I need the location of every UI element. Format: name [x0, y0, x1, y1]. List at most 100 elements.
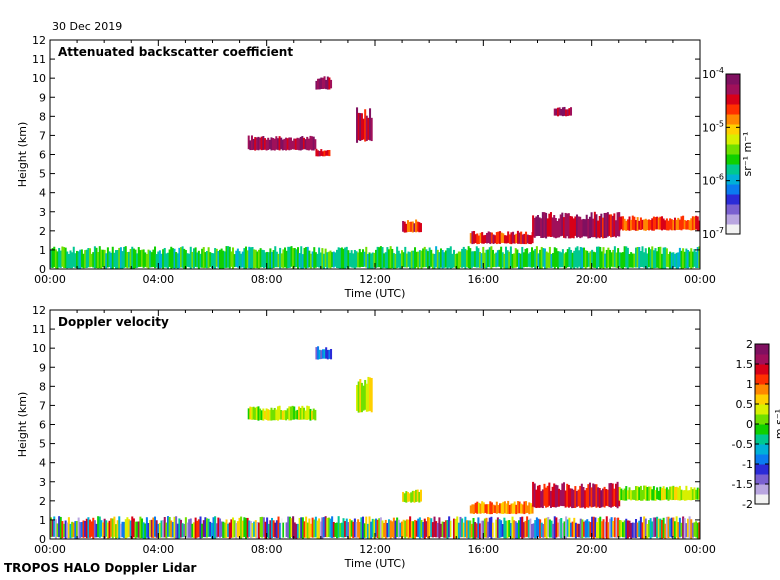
- data-cell: [605, 516, 608, 539]
- data-cell: [228, 522, 231, 539]
- data-cell: [427, 251, 430, 269]
- x-tick-label: 00:00: [684, 543, 716, 556]
- data-cell: [309, 408, 312, 421]
- data-cell: [484, 504, 487, 513]
- data-cell: [402, 491, 405, 502]
- data-cell: [693, 487, 696, 500]
- data-cell: [220, 521, 223, 537]
- data-cell: [578, 523, 581, 538]
- data-cell: [473, 230, 476, 244]
- data-cell: [695, 215, 698, 230]
- data-cell: [518, 501, 521, 514]
- data-cell: [202, 247, 205, 269]
- data-cell: [472, 251, 475, 267]
- data-cell: [557, 107, 560, 117]
- data-cell: [336, 522, 339, 539]
- data-cell: [319, 521, 322, 539]
- data-cell: [126, 252, 129, 269]
- colorbar-segment: [726, 74, 740, 85]
- data-cell: [418, 491, 421, 503]
- x-tick-label: 00:00: [34, 273, 66, 286]
- data-cell: [698, 522, 700, 539]
- data-cell: [386, 522, 389, 538]
- data-cell: [532, 250, 535, 267]
- data-cell: [477, 502, 480, 514]
- data-cell: [59, 250, 62, 268]
- data-cell: [483, 518, 486, 538]
- data-cell: [587, 218, 590, 239]
- data-cell: [267, 409, 270, 421]
- data-cell: [409, 516, 412, 538]
- data-cell: [558, 518, 561, 538]
- data-cell: [576, 246, 579, 269]
- data-cell: [487, 249, 490, 267]
- data-cell: [535, 216, 538, 237]
- data-cell: [670, 219, 673, 231]
- data-cell: [456, 516, 459, 539]
- data-cell: [277, 253, 280, 268]
- data-cell: [480, 520, 483, 538]
- data-cell: [438, 252, 441, 269]
- data-cell: [613, 246, 616, 268]
- data-cell: [691, 489, 694, 500]
- data-cell: [622, 522, 625, 538]
- data-cell: [403, 221, 406, 233]
- data-cell: [54, 249, 57, 269]
- data-cell: [516, 230, 519, 244]
- data-cell: [425, 521, 428, 537]
- data-cell: [509, 246, 512, 268]
- data-cell: [553, 108, 556, 116]
- data-cell: [323, 349, 326, 359]
- data-cell: [425, 249, 428, 268]
- data-cell: [461, 518, 464, 538]
- data-cell: [328, 349, 331, 359]
- data-cell: [219, 249, 222, 269]
- echo-feature: [402, 489, 422, 503]
- data-cell: [538, 484, 541, 508]
- data-cell: [636, 217, 639, 231]
- data-cell: [93, 246, 96, 269]
- velocity-panel: 00:00 04:00 08:00 12:00 16:00 20:00 00:0001234…: [16, 304, 780, 570]
- data-cell: [563, 106, 566, 116]
- data-cell: [280, 410, 283, 420]
- colorbar-segment: [726, 194, 740, 205]
- colorbar-segment: [726, 94, 740, 105]
- data-cell: [490, 516, 493, 539]
- data-cell: [412, 250, 415, 269]
- data-cell: [349, 252, 352, 267]
- data-cell: [489, 232, 492, 245]
- data-cell: [482, 235, 485, 244]
- data-cell: [603, 486, 606, 508]
- data-cell: [165, 253, 168, 268]
- data-cell: [495, 252, 498, 268]
- echo-feature: [315, 76, 333, 90]
- data-cell: [561, 249, 564, 268]
- colorbar-segment: [755, 354, 769, 365]
- data-cell: [479, 252, 482, 268]
- echo-feature: [469, 500, 534, 515]
- data-cell: [349, 518, 352, 539]
- data-cell: [535, 517, 538, 538]
- data-cell: [532, 523, 535, 538]
- data-cell: [614, 483, 617, 507]
- data-cell: [532, 215, 535, 237]
- data-cell: [579, 485, 582, 508]
- data-cell: [446, 247, 449, 269]
- data-cell: [659, 246, 662, 269]
- data-cell: [212, 517, 215, 539]
- data-cell: [511, 253, 514, 269]
- data-cell: [376, 519, 379, 539]
- data-cell: [498, 249, 501, 267]
- data-cell: [256, 522, 259, 539]
- data-cell: [552, 523, 555, 539]
- data-cell: [254, 137, 257, 151]
- data-cell: [165, 522, 168, 539]
- data-cell: [610, 252, 613, 267]
- data-cell: [106, 247, 109, 268]
- data-cell: [273, 407, 276, 421]
- data-cell: [670, 486, 673, 501]
- data-cell: [498, 519, 501, 538]
- data-cell: [367, 376, 370, 412]
- colorbar-segment: [755, 364, 769, 375]
- data-cell: [411, 490, 414, 502]
